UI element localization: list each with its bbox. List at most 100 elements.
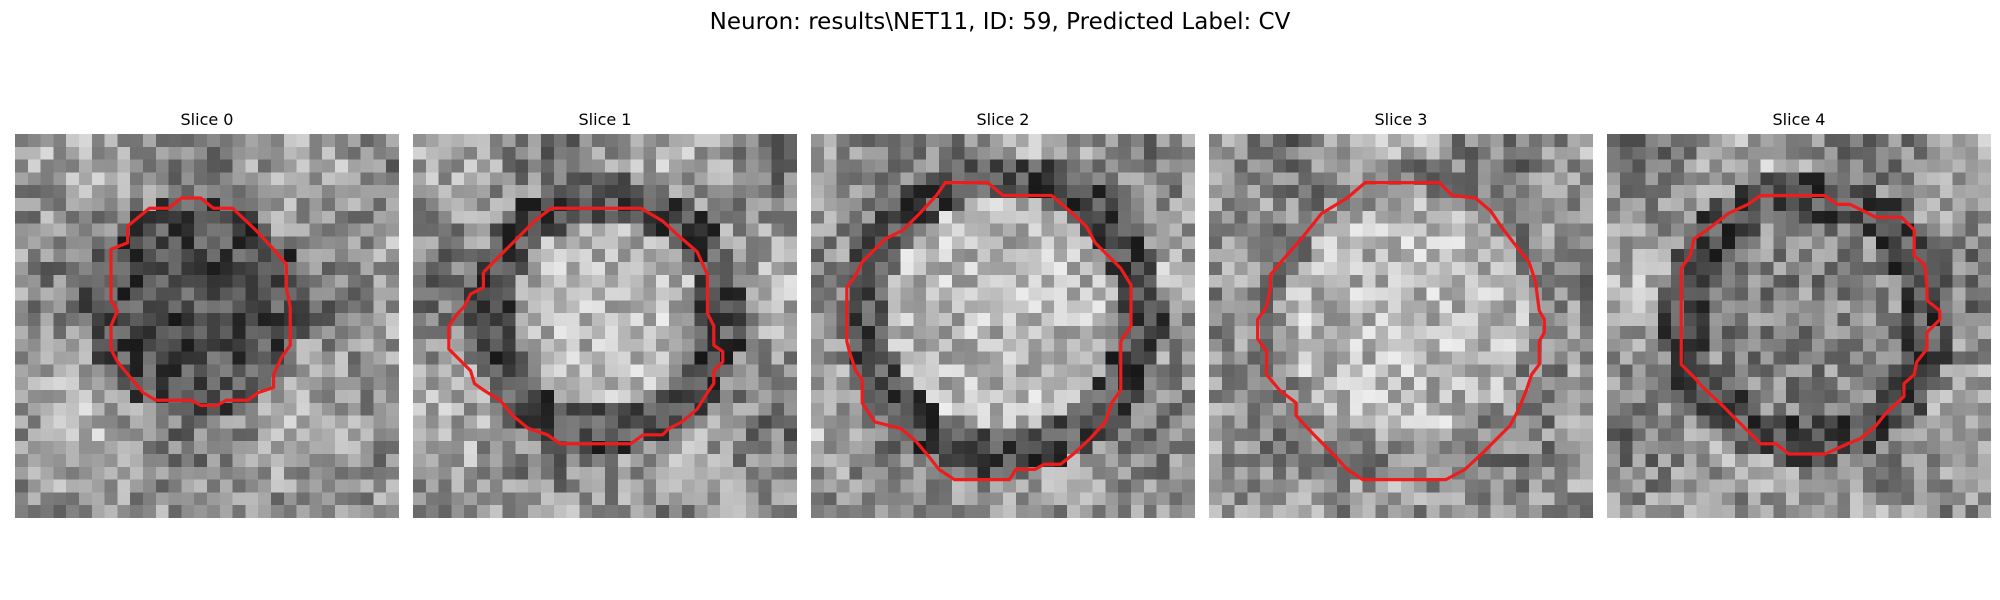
image-pixel xyxy=(900,262,914,276)
image-pixel xyxy=(373,377,387,391)
image-pixel xyxy=(1696,415,1710,429)
image-pixel xyxy=(1503,338,1517,352)
image-pixel xyxy=(296,466,310,480)
image-pixel xyxy=(1375,326,1389,340)
image-pixel xyxy=(630,390,644,404)
image-pixel xyxy=(66,479,80,493)
image-pixel xyxy=(1850,274,1864,288)
image-pixel xyxy=(143,223,157,237)
image-pixel xyxy=(296,479,310,493)
image-pixel xyxy=(913,172,927,186)
image-pixel xyxy=(1671,441,1685,455)
image-pixel xyxy=(168,146,182,160)
image-pixel xyxy=(643,313,657,327)
image-pixel xyxy=(1362,402,1376,416)
image-pixel xyxy=(1799,159,1813,173)
image-pixel xyxy=(887,454,901,468)
image-pixel xyxy=(1735,402,1749,416)
image-pixel xyxy=(1824,210,1838,224)
image-pixel xyxy=(1939,223,1953,237)
image-pixel xyxy=(207,313,221,327)
image-pixel xyxy=(1541,492,1555,506)
image-pixel xyxy=(1567,159,1581,173)
image-pixel xyxy=(707,172,721,186)
image-pixel xyxy=(784,364,797,378)
image-pixel xyxy=(438,351,452,365)
image-pixel xyxy=(811,313,825,327)
image-pixel xyxy=(1978,223,1991,237)
image-pixel xyxy=(1541,236,1555,250)
image-pixel xyxy=(733,300,747,314)
image-pixel xyxy=(296,146,310,160)
image-pixel xyxy=(1221,300,1235,314)
image-pixel xyxy=(181,351,195,365)
image-pixel xyxy=(40,313,54,327)
image-pixel xyxy=(745,454,759,468)
image-pixel xyxy=(15,236,29,250)
image-pixel xyxy=(669,492,683,506)
image-pixel xyxy=(951,134,965,148)
image-pixel xyxy=(79,274,93,288)
image-pixel xyxy=(1285,364,1299,378)
image-pixel xyxy=(758,198,772,212)
image-pixel xyxy=(1683,479,1697,493)
image-pixel xyxy=(1247,364,1261,378)
image-pixel xyxy=(745,236,759,250)
image-pixel xyxy=(900,454,914,468)
image-pixel xyxy=(1811,172,1825,186)
image-pixel xyxy=(1696,505,1710,518)
image-pixel xyxy=(1632,287,1646,301)
image-pixel xyxy=(720,415,734,429)
image-pixel xyxy=(926,262,940,276)
image-pixel xyxy=(745,351,759,365)
image-pixel xyxy=(1041,313,1055,327)
image-pixel xyxy=(347,210,361,224)
image-pixel xyxy=(386,210,399,224)
image-pixel xyxy=(1349,505,1363,518)
image-pixel xyxy=(1079,326,1093,340)
image-pixel xyxy=(862,492,876,506)
image-pixel xyxy=(1003,377,1017,391)
image-pixel xyxy=(219,428,233,442)
image-pixel xyxy=(130,249,144,263)
image-pixel xyxy=(592,146,606,160)
image-pixel xyxy=(207,236,221,250)
image-pixel xyxy=(1888,492,1902,506)
image-pixel xyxy=(1041,402,1055,416)
image-pixel xyxy=(541,390,555,404)
image-pixel xyxy=(464,479,478,493)
image-pixel xyxy=(373,146,387,160)
image-pixel xyxy=(823,466,837,480)
image-pixel xyxy=(207,210,221,224)
image-pixel xyxy=(1786,210,1800,224)
image-pixel xyxy=(836,249,850,263)
image-pixel xyxy=(1580,441,1593,455)
image-pixel xyxy=(1671,505,1685,518)
image-pixel xyxy=(977,300,991,314)
image-pixel xyxy=(1503,466,1517,480)
image-pixel xyxy=(1054,210,1068,224)
image-pixel xyxy=(1824,223,1838,237)
image-pixel xyxy=(489,249,503,263)
image-pixel xyxy=(1786,313,1800,327)
image-pixel xyxy=(1401,454,1415,468)
image-pixel xyxy=(1285,210,1299,224)
image-pixel xyxy=(1260,428,1274,442)
image-pixel xyxy=(528,441,542,455)
image-pixel xyxy=(951,479,965,493)
image-pixel xyxy=(977,402,991,416)
image-pixel xyxy=(1028,479,1042,493)
image-pixel xyxy=(1709,428,1723,442)
image-pixel xyxy=(900,338,914,352)
image-pixel xyxy=(643,198,657,212)
image-pixel xyxy=(309,262,323,276)
image-pixel xyxy=(528,249,542,263)
image-pixel xyxy=(707,159,721,173)
image-pixel xyxy=(1747,351,1761,365)
image-pixel xyxy=(515,505,529,518)
image-pixel xyxy=(669,364,683,378)
image-pixel xyxy=(887,505,901,518)
image-pixel xyxy=(977,185,991,199)
image-pixel xyxy=(964,466,978,480)
image-pixel xyxy=(553,134,567,148)
